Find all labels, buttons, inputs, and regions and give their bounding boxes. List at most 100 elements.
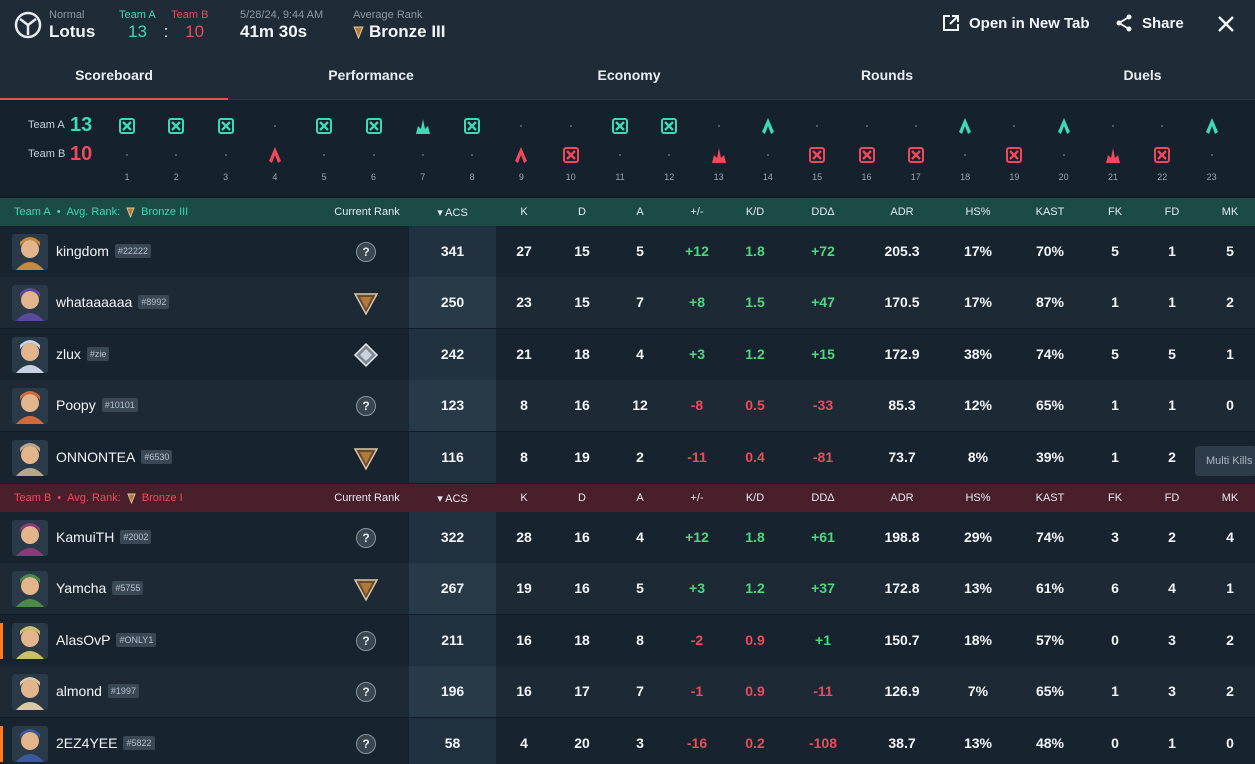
col-header-acs[interactable]: ▾ ACS (437, 493, 468, 505)
col-header-mk[interactable]: MK (1221, 492, 1239, 504)
round-column[interactable]: 18 (950, 100, 980, 196)
round-number: 14 (762, 172, 773, 182)
round-column[interactable]: 17 (901, 100, 931, 196)
col-header-k[interactable]: K (520, 492, 528, 504)
player-name-group[interactable]: zlux #zie (56, 346, 110, 362)
player-name-group[interactable]: KamuiTH #2002 (56, 529, 152, 545)
player-name-group[interactable]: kingdom #22222 (56, 243, 151, 259)
col-header-fd[interactable]: FD (1164, 206, 1180, 218)
round-column[interactable]: 1 (112, 100, 142, 196)
round-column[interactable]: 11 (605, 100, 635, 196)
stat-acs: 123 (440, 397, 465, 414)
player-name-group[interactable]: ONNONTEA #6530 (56, 449, 173, 465)
round-column[interactable]: 3 (211, 100, 241, 196)
player-name-group[interactable]: almond #1997 (56, 683, 139, 699)
round-column[interactable]: 15 (802, 100, 832, 196)
round-column[interactable]: 12 (654, 100, 684, 196)
col-header-current-rank: Current Rank (334, 206, 400, 218)
col-header-a[interactable]: A (636, 492, 644, 504)
timeline-team-a-label: Team A (28, 119, 65, 131)
player-name: Poopy (56, 397, 96, 414)
round-column[interactable]: 10 (556, 100, 586, 196)
agent-avatar (12, 571, 48, 608)
col-header-d[interactable]: D (578, 492, 586, 504)
round-number: 1 (124, 172, 130, 182)
col-header-hs[interactable]: HS% (965, 206, 991, 218)
close-icon[interactable] (1215, 13, 1237, 35)
player-name-group[interactable]: Poopy #10101 (56, 397, 138, 413)
tab-rounds[interactable]: Rounds (860, 67, 914, 83)
col-header-mk[interactable]: MK (1221, 206, 1239, 218)
tab-scoreboard[interactable]: Scoreboard (0, 50, 228, 100)
silver-rank-icon (353, 342, 379, 367)
col-header-dd[interactable]: DDΔ (811, 492, 835, 504)
round-column[interactable]: 6 (359, 100, 389, 196)
acs-highlight (409, 226, 496, 277)
agent-avatar (12, 388, 48, 425)
stat-pm: -11 (687, 448, 707, 465)
col-header-fk[interactable]: FK (1107, 492, 1123, 504)
player-row[interactable]: AlasOvP #ONLY1? 211 16 18 8 -2 0.9 +1 150.7 18% 57%… (0, 614, 1255, 666)
stat-kd: 1.2 (745, 580, 765, 597)
unrated-rank-icon: ? (356, 733, 376, 754)
player-row[interactable]: whataaaaaa #8992 250 23 15 7 +8 1.5 +47 170.5 17% 8… (0, 277, 1255, 329)
round-column[interactable]: 19 (999, 100, 1029, 196)
player-row[interactable]: ONNONTEA #6530 116 8 19 2 -11 0.4 -81 73.7 8% 39% 1 2… (0, 431, 1255, 483)
round-column[interactable]: 21 (1098, 100, 1128, 196)
col-header-adr[interactable]: ADR (890, 206, 914, 218)
share-button[interactable]: Share (1115, 14, 1184, 32)
tab-duels[interactable]: Duels (1123, 67, 1162, 83)
round-timeline: Team A 13 Team B 10 1 2 3 4 5 6 7 8 9 10 11 12 13 14 1… (0, 100, 1255, 196)
player-row[interactable]: zlux #zie 242 21 18 4 +3 1.2 +15 172.9 38% 74% 5 5 1 (0, 328, 1255, 380)
player-row[interactable]: 2EZ4YEE #5822? 58 4 20 3 -16 0.2 -108 38.7 13% 48% 0… (0, 717, 1255, 764)
round-column[interactable]: 2 (161, 100, 191, 196)
player-name-group[interactable]: Yamcha #5755 (56, 580, 144, 596)
round-column[interactable]: 8 (457, 100, 487, 196)
player-row[interactable]: Yamcha #5755 267 19 16 5 +3 1.2 +37 172.8 13% 61% 6 4… (0, 563, 1255, 615)
col-header-acs[interactable]: ▾ ACS (437, 207, 468, 219)
col-header-pm[interactable]: +/- (690, 492, 704, 504)
col-header-d[interactable]: D (578, 206, 586, 218)
col-header-adr[interactable]: ADR (890, 492, 914, 504)
stat-k: 16 (516, 683, 532, 700)
round-column[interactable]: 22 (1147, 100, 1177, 196)
col-header-pm[interactable]: +/- (690, 206, 704, 218)
round-result-team-a (852, 114, 882, 138)
col-header-a[interactable]: A (636, 206, 644, 218)
open-new-tab-button[interactable]: Open in New Tab (942, 14, 1090, 32)
round-column[interactable]: 16 (852, 100, 882, 196)
round-column[interactable]: 23 (1197, 100, 1227, 196)
round-column[interactable]: 9 (506, 100, 536, 196)
round-result-team-b (457, 143, 487, 167)
player-name-group[interactable]: AlasOvP #ONLY1 (56, 632, 157, 648)
stat-adr: 198.8 (884, 529, 920, 545)
stat-d: 18 (574, 631, 590, 648)
round-column[interactable]: 4 (260, 100, 290, 196)
round-column[interactable]: 14 (753, 100, 783, 196)
col-header-dd[interactable]: DDΔ (811, 206, 835, 218)
stat-d: 18 (574, 345, 590, 362)
player-row[interactable]: kingdom #22222? 341 27 15 5 +12 1.8 +72 205.3 17% 7… (0, 226, 1255, 277)
stat-acs: 211 (441, 631, 464, 648)
agent-avatar (12, 622, 48, 659)
col-header-kast[interactable]: KAST (1035, 492, 1065, 504)
tab-economy[interactable]: Economy (597, 67, 661, 83)
player-row[interactable]: Poopy #10101? 123 8 16 12 -8 0.5 -33 85.3 12% 65% 1 1… (0, 380, 1255, 432)
player-row[interactable]: almond #1997? 196 16 17 7 -1 0.9 -11 126.9 7% 65% 1 3… (0, 666, 1255, 718)
round-column[interactable]: 20 (1049, 100, 1079, 196)
col-header-fk[interactable]: FK (1107, 206, 1123, 218)
col-header-fd[interactable]: FD (1164, 492, 1180, 504)
round-column[interactable]: 13 (704, 100, 734, 196)
col-header-kd[interactable]: K/D (745, 492, 765, 504)
round-column[interactable]: 7 (408, 100, 438, 196)
col-header-kast[interactable]: KAST (1035, 206, 1065, 218)
player-name-group[interactable]: whataaaaaa #8992 (56, 294, 170, 310)
round-column[interactable]: 5 (309, 100, 339, 196)
empty-round-dot (421, 154, 424, 156)
tab-performance[interactable]: Performance (328, 67, 414, 83)
player-row[interactable]: KamuiTH #2002? 322 28 16 4 +12 1.8 +61 198.8 29% 74… (0, 512, 1255, 563)
col-header-k[interactable]: K (520, 206, 528, 218)
col-header-hs[interactable]: HS% (965, 492, 991, 504)
player-name-group[interactable]: 2EZ4YEE #5822 (56, 735, 155, 751)
col-header-kd[interactable]: K/D (745, 206, 765, 218)
